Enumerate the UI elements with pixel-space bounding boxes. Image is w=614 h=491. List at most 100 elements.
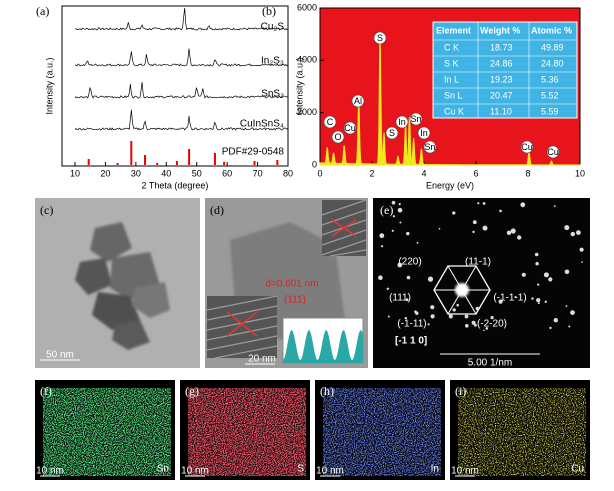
diffraction-spot (430, 314, 435, 319)
panel-label: (c) (40, 203, 53, 217)
diffraction-spot (537, 283, 540, 286)
diffraction-spot (474, 323, 477, 327)
d-spacing: d=0.601 nm (265, 279, 318, 290)
diffraction-spot (564, 225, 570, 231)
diffraction-spot (485, 327, 489, 330)
marker (331, 219, 357, 237)
diffraction-spot (581, 261, 583, 263)
peak-label: Sn (410, 114, 421, 124)
panel-label: (g) (185, 384, 199, 398)
diffraction-spot (387, 315, 390, 318)
scale-label: 10 nm (181, 466, 209, 477)
x-tick-label: 10 (575, 168, 585, 178)
diffraction-spot (490, 316, 494, 320)
scale-label: 50 nm (46, 350, 74, 361)
peak-label: Cu (547, 147, 559, 157)
diffraction-spot (544, 300, 547, 303)
diffraction-spot (553, 205, 556, 208)
table-cell: 5.36 (541, 74, 559, 84)
diffraction-spot (427, 323, 430, 326)
peak-label: Cu (521, 142, 533, 152)
peak-marker (423, 140, 437, 154)
diffraction-spot (452, 211, 456, 215)
peak-label: O (334, 132, 341, 142)
intensity-profile (283, 330, 363, 363)
xrd-trace (74, 109, 289, 131)
y-axis-label: Intensity (a.u.) (44, 57, 54, 114)
x-tick-label: 6 (473, 168, 478, 178)
diffraction-spot (391, 200, 396, 205)
x-axis-label: Energy (eV) (426, 180, 474, 190)
y-tick-label: 2000 (297, 107, 317, 117)
y-tick-label: 6000 (297, 2, 317, 12)
peak-label: Sn (424, 142, 435, 152)
table-cell: 5.59 (541, 106, 559, 116)
peak-marker (417, 126, 431, 140)
map-signal (323, 388, 441, 476)
table-header: Atomic % (531, 25, 572, 35)
diffraction-spot (482, 225, 488, 231)
peak-marker (520, 140, 534, 154)
diffraction-spot (472, 230, 475, 234)
panel-label: (i) (455, 384, 466, 398)
diffraction-spot (537, 302, 540, 305)
diffraction-spot (506, 230, 512, 235)
diffraction-spot (482, 202, 486, 205)
peak-marker (373, 31, 387, 45)
panel-label: (h) (320, 384, 334, 398)
x-tick-label: 30 (131, 168, 141, 178)
diffraction-spot (477, 202, 480, 205)
diffraction-spot (386, 287, 389, 290)
diffraction-spot (397, 207, 403, 213)
particles (75, 222, 170, 350)
diffraction-spot (565, 305, 568, 307)
table-cell: S K (444, 58, 459, 68)
spot-index: (220) (398, 257, 421, 268)
panel-c: (c) 50 nm (35, 198, 200, 368)
diffraction-spot (406, 231, 410, 236)
table-cell: 20.47 (490, 90, 513, 100)
lattice-fringes (321, 199, 367, 257)
panel-label: (a) (36, 4, 49, 18)
diffraction-spot (498, 299, 503, 304)
zone-axis: [-1 1 0] (395, 336, 427, 347)
table-cell: 49.89 (541, 42, 564, 52)
map-signal (188, 388, 306, 476)
table-header: Element (436, 25, 471, 35)
table-header: Weight % (480, 25, 520, 35)
peak-marker (343, 121, 357, 135)
panel-label: (e) (380, 203, 393, 217)
plane: (111) (284, 295, 306, 306)
element-label: S (297, 464, 304, 475)
diffraction-spot (514, 296, 517, 298)
diffraction-spot (521, 272, 526, 277)
diffraction-spot (570, 231, 575, 237)
table-cell: Sn L (444, 90, 463, 100)
peak-label: In (398, 117, 406, 127)
diffraction-spot (549, 326, 552, 330)
peak-label: Al (354, 96, 362, 106)
diffraction-spot (448, 314, 453, 319)
peak-marker (395, 115, 409, 129)
diffraction-spot (464, 314, 469, 319)
x-tick-label: 80 (283, 168, 293, 178)
diffraction-spot (415, 311, 419, 315)
panel-label: (f) (40, 384, 52, 398)
trace-label: Cu₂S (261, 22, 285, 33)
x-tick-label: 2 (369, 168, 374, 178)
peak-label: S (389, 128, 395, 138)
eds-spectrum (319, 39, 581, 166)
y-tick-label: 4000 (297, 55, 317, 65)
panel-b: (b) Intensity (a.u.) Energy (eV) 0 2 4 6 8 10… (262, 2, 585, 190)
map-signal (43, 388, 171, 476)
diffraction-spot (404, 316, 407, 320)
saed-image (373, 198, 590, 368)
trace-label: SnS₂ (261, 89, 284, 100)
table-cell: 11.10 (490, 106, 512, 116)
scale-label: 10 nm (451, 466, 479, 477)
peak-marker (409, 112, 423, 126)
plot-frame (61, 5, 289, 167)
scale-label: 10 nm (316, 466, 344, 477)
diffraction-spot (568, 325, 571, 328)
